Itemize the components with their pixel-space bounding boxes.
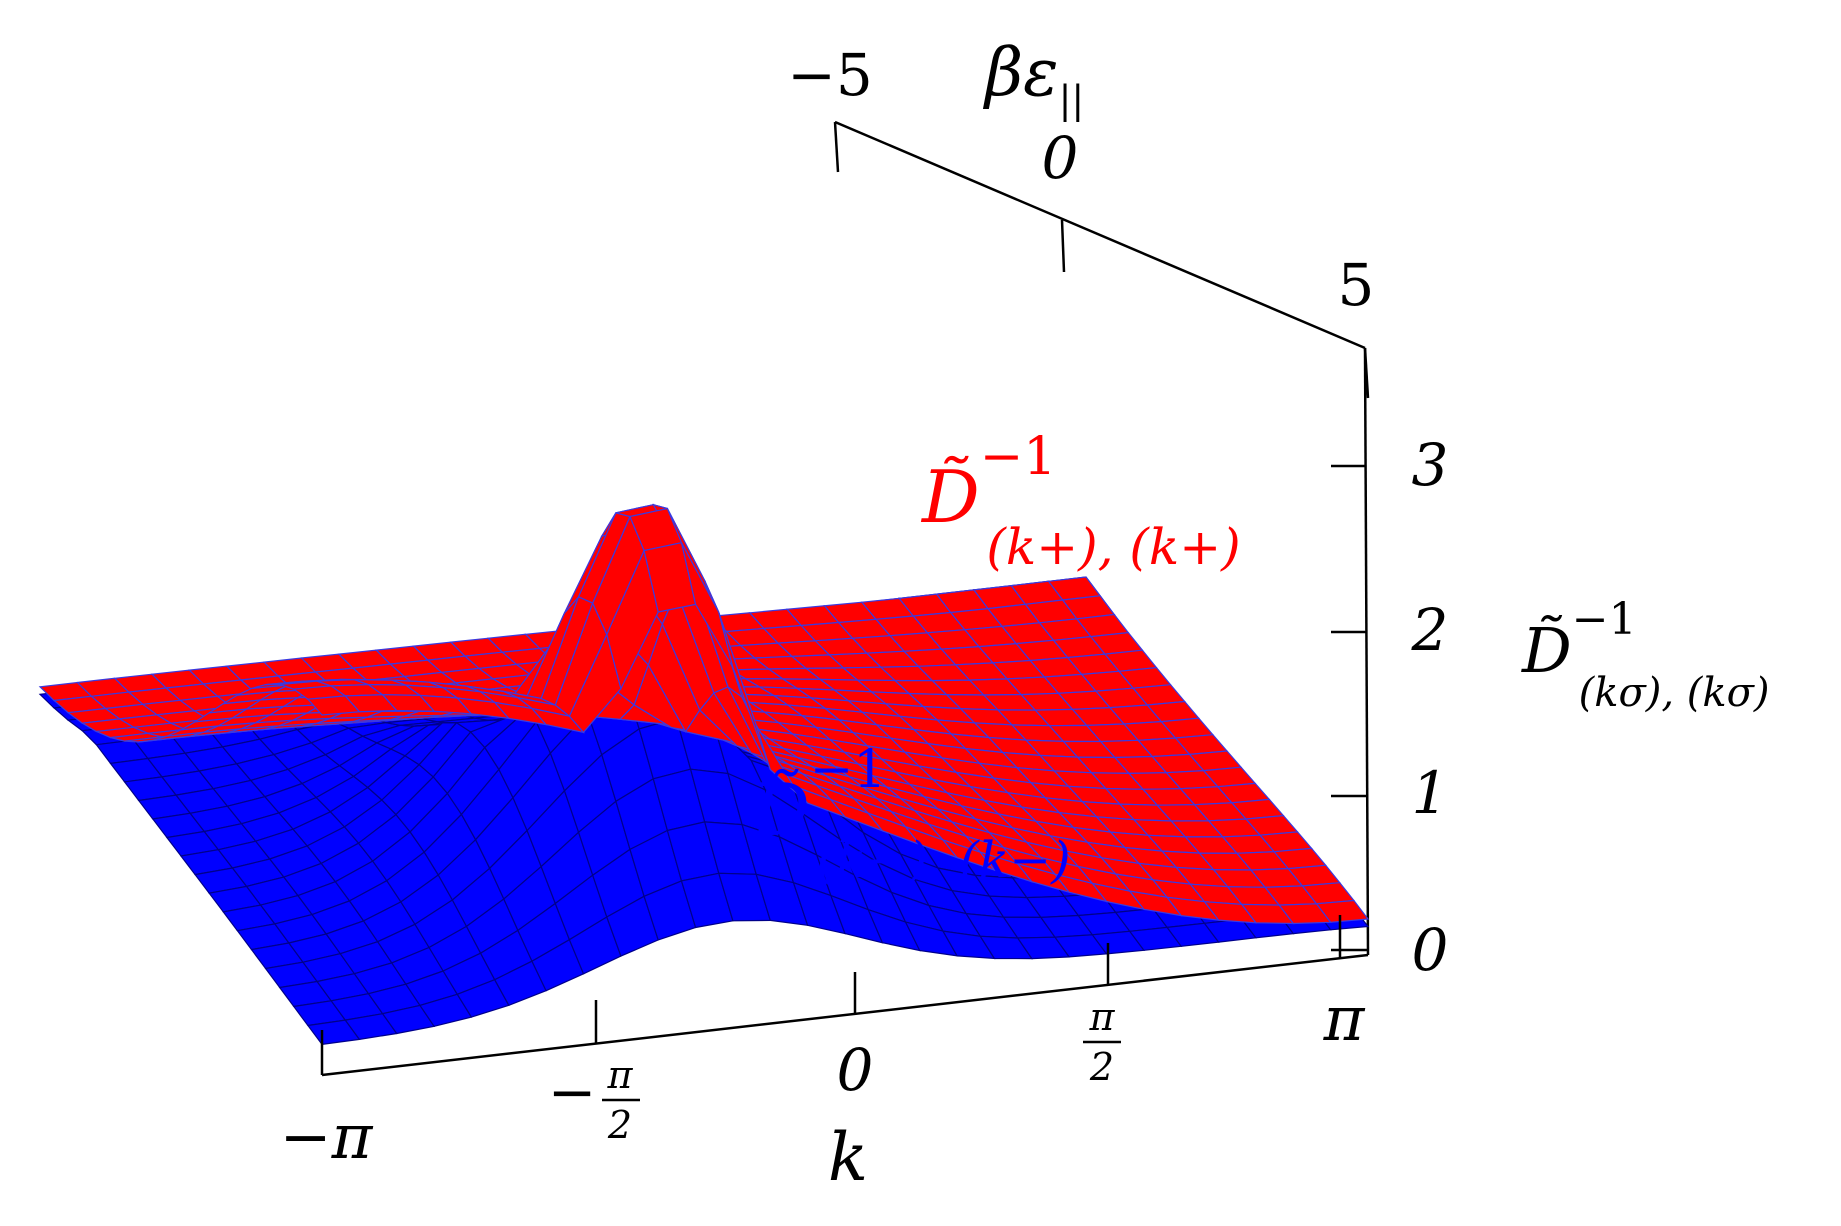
series-label-k-minus: D̃−1 (k−), (k−)	[750, 740, 1071, 889]
k-axis-label: k	[828, 1119, 868, 1196]
k-axis: −π − π 2 0 π 2 π k	[280, 915, 1369, 1196]
k-tick-frac-den: 2	[1089, 1045, 1114, 1089]
d-tick-label: 3	[1412, 431, 1449, 499]
k-tick-label: 0	[837, 1036, 874, 1104]
d-tick-label: 2	[1411, 596, 1449, 664]
surface-patch-k-plus	[1315, 899, 1370, 923]
k-tick-frac-num: π	[1089, 995, 1116, 1039]
d-tick-label: 0	[1412, 916, 1449, 984]
k-tick-frac-den: 2	[607, 1103, 632, 1147]
beta-eps-tick-label: −5	[787, 41, 873, 109]
d-axis: 0 1 2 3 D̃−1 (kσ), (kσ)	[1331, 347, 1770, 984]
beta-eps-axis-line	[834, 120, 1366, 350]
beta-eps-tick-mark	[1060, 219, 1066, 273]
k-tick-label: −	[548, 1058, 597, 1126]
k-tick-label: −π	[280, 1100, 374, 1173]
k-axis-line	[321, 953, 1369, 1077]
d-axis-line	[1363, 347, 1370, 956]
k-tick-label: π	[1323, 982, 1366, 1055]
beta-eps-axis: −5 0 5 βε||	[787, 34, 1375, 399]
surface-group	[38, 503, 1370, 1046]
k-tick-frac-num: π	[607, 1053, 634, 1097]
beta-eps-axis-label: βε||	[982, 34, 1084, 122]
d-axis-label: D̃−1 (kσ), (kσ)	[1521, 594, 1770, 716]
d-tick-label: 1	[1412, 759, 1449, 827]
beta-eps-tick-label: 5	[1338, 251, 1375, 319]
beta-eps-tick-mark	[833, 121, 840, 173]
beta-eps-tick-label: 0	[1042, 124, 1079, 192]
series-label-k-plus: D̃−1 (k+), (k+)	[920, 427, 1241, 576]
